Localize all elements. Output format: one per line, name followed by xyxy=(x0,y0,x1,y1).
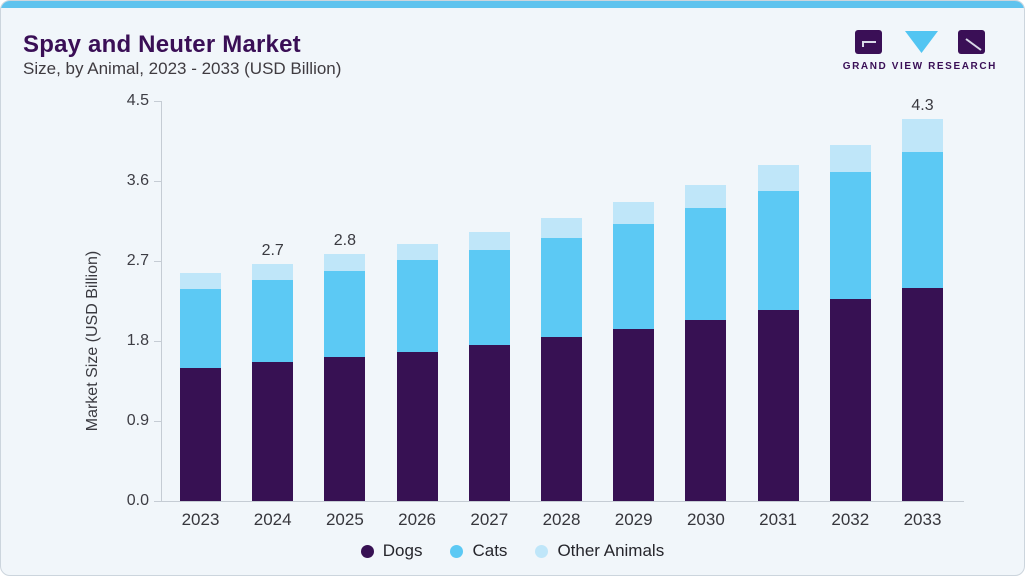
bar-segment-dogs-2028 xyxy=(541,337,582,501)
bar-segment-cats-2031 xyxy=(757,190,799,310)
bar-segment-other-animals-2025 xyxy=(324,253,366,271)
bar-segment-dogs-2031 xyxy=(757,309,799,501)
x-tick-label-2023: 2023 xyxy=(181,510,220,529)
x-tick-label-2030: 2030 xyxy=(686,510,725,529)
bar-segment-dogs-2029 xyxy=(613,328,655,501)
bar-segment-cats-2025 xyxy=(324,270,366,357)
logo-v-triangle xyxy=(904,31,938,53)
bar-segment-other-animals-2023 xyxy=(180,273,221,290)
y-axis-line xyxy=(161,101,162,502)
x-tick-label-2032: 2032 xyxy=(831,510,870,529)
bar-segment-other-animals-2032 xyxy=(829,144,871,173)
legend-swatch-other-animals xyxy=(535,544,549,558)
bar-segment-cats-2032 xyxy=(829,172,871,300)
bar-segment-dogs-2024 xyxy=(252,362,294,501)
x-tick-label-2024: 2024 xyxy=(253,510,292,529)
bar-total-label-2025: 2.8 xyxy=(333,231,357,249)
legend-label-cats: Cats xyxy=(472,541,508,560)
logo-g-glyph xyxy=(861,41,876,47)
legend-item-dogs: Dogs xyxy=(360,541,423,561)
y-tick-label: 0.0 xyxy=(126,492,149,509)
y-tick-label: 3.6 xyxy=(126,172,149,189)
bar-segment-cats-2028 xyxy=(541,237,582,338)
bar-segment-cats-2030 xyxy=(685,207,727,320)
y-tick-label: 0.9 xyxy=(126,412,149,429)
bar-segment-dogs-2023 xyxy=(180,367,221,501)
bar-segment-dogs-2025 xyxy=(324,357,366,501)
top-accent-bar xyxy=(1,1,1024,8)
logo-text: GRAND VIEW RESEARCH xyxy=(842,61,997,72)
legend-label-other-animals: Other Animals xyxy=(557,541,665,560)
y-tick-mark xyxy=(154,501,161,502)
y-tick-label: 4.5 xyxy=(126,92,149,109)
bar-segment-cats-2024 xyxy=(252,279,294,363)
y-tick-mark xyxy=(154,341,161,342)
bar-segment-cats-2029 xyxy=(613,223,655,329)
bar-segment-other-animals-2031 xyxy=(757,165,799,191)
legend-item-other-animals: Other Animals xyxy=(535,541,664,561)
bar-segment-cats-2027 xyxy=(468,250,510,345)
y-tick-mark xyxy=(154,261,161,262)
x-tick-label-2025: 2025 xyxy=(325,510,364,529)
bar-segment-other-animals-2027 xyxy=(468,231,510,251)
bar-segment-dogs-2026 xyxy=(396,351,438,501)
x-axis-line xyxy=(161,501,964,502)
grand-view-research-logo: GRAND VIEW RESEARCH xyxy=(843,30,997,72)
legend-item-cats: Cats xyxy=(450,541,507,561)
bar-segment-other-animals-2026 xyxy=(396,244,438,261)
logo-r-glyph xyxy=(965,38,982,51)
bar-segment-other-animals-2033 xyxy=(902,118,943,152)
bar-segment-other-animals-2024 xyxy=(252,263,294,280)
legend-label-dogs: Dogs xyxy=(382,541,423,560)
bar-segment-cats-2026 xyxy=(396,260,438,352)
bar-segment-dogs-2033 xyxy=(902,287,943,501)
chart-title: Spay and Neuter Market xyxy=(23,31,301,58)
x-tick-label-2029: 2029 xyxy=(614,510,653,529)
bar-segment-dogs-2032 xyxy=(829,299,871,501)
x-tick-label-2033: 2033 xyxy=(903,510,942,529)
bar-segment-cats-2023 xyxy=(180,289,221,368)
bar-segment-other-animals-2028 xyxy=(541,218,582,238)
x-tick-label-2031: 2031 xyxy=(759,510,797,529)
bar-segment-cats-2033 xyxy=(902,151,943,288)
chart-subtitle: Size, by Animal, 2023 - 2033 (USD Billio… xyxy=(23,59,342,78)
chart-legend: Dogs Cats Other Animals xyxy=(1,539,1024,563)
x-tick-label-2027: 2027 xyxy=(470,510,509,529)
x-tick-label-2026: 2026 xyxy=(398,510,436,529)
bar-total-label-2033: 4.3 xyxy=(911,96,934,114)
logo-marks xyxy=(854,30,985,54)
legend-swatch-dogs xyxy=(360,544,374,558)
y-tick-mark xyxy=(154,181,161,182)
y-tick-mark xyxy=(154,101,161,102)
x-tick-label-2028: 2028 xyxy=(542,510,581,529)
bar-total-label-2024: 2.7 xyxy=(261,241,284,259)
y-tick-label: 1.8 xyxy=(126,332,149,349)
bar-segment-other-animals-2029 xyxy=(613,202,655,224)
y-tick-label: 2.7 xyxy=(126,252,149,269)
y-tick-mark xyxy=(154,421,161,422)
bar-segment-dogs-2030 xyxy=(685,319,727,501)
legend-swatch-cats xyxy=(450,544,464,558)
bar-segment-dogs-2027 xyxy=(468,344,510,501)
bar-segment-other-animals-2030 xyxy=(685,184,727,208)
